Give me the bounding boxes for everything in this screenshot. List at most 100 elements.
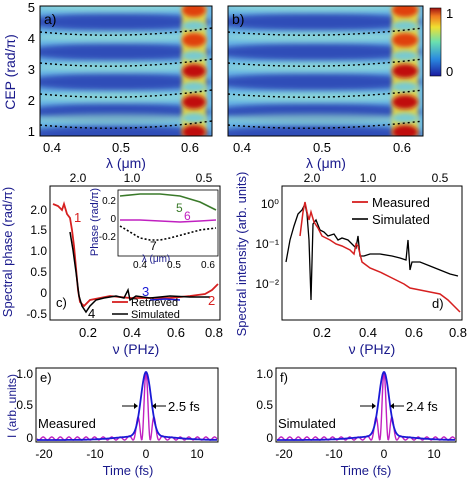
pulse-envelope-curve <box>37 370 217 441</box>
heatmap-peak <box>182 6 206 17</box>
phase-tick: 1.0 <box>30 244 47 258</box>
heatmap-peak <box>392 125 418 136</box>
pulse-envelope-curve <box>277 370 455 441</box>
heatmap-low-band <box>228 125 423 136</box>
inset-x-tick: 0.5 <box>167 260 181 271</box>
heatmap-trough <box>182 82 206 92</box>
inset-x-tick: 0.4 <box>133 260 147 271</box>
spectral-phase-axis-label: Spectral phase (rad/π) <box>0 187 15 317</box>
wavelength-tick: 0.5 <box>313 140 331 155</box>
panel-b-label: b) <box>232 11 244 27</box>
inset-label-7: 7 <box>150 239 157 253</box>
heatmap-trough <box>182 113 206 123</box>
time-axis-label: Time (fs) <box>341 463 392 478</box>
frequency-tick: 0.2 <box>313 325 331 340</box>
panel-d-top-ticks: 2.0 1.0 0.5 <box>304 171 449 185</box>
time-tick: 10 <box>190 447 204 461</box>
heatmap-low-band <box>40 13 212 31</box>
panel-a-x-label: λ (μm) <box>106 155 146 171</box>
heatmap-mid-band <box>40 114 204 124</box>
spectral-intensity-axis-label: Spectral intensity (arb. units) <box>234 172 249 337</box>
frequency-tick: 0.4 <box>123 325 141 340</box>
phase-tick: -0.5 <box>26 307 47 321</box>
inset-x-tick: 0.6 <box>201 260 215 271</box>
heatmap-low-band <box>228 43 423 61</box>
wavelength-tick: 0.6 <box>393 140 411 155</box>
phase-inset: Phase (rad/π) 0.2 0 -0.2 5 6 7 λ (μm) 0.… <box>89 188 219 271</box>
frequency-tick: 0.8 <box>205 325 223 340</box>
cep-axis-ticks: 5 4 3 2 1 <box>28 0 35 139</box>
heatmap-low-band <box>40 43 212 61</box>
wavelength-tick: 0.4 <box>43 140 61 155</box>
panel-f-label: f) <box>280 370 288 385</box>
inset-y-tick: 0 <box>110 214 116 225</box>
panel-e-caption: Measured <box>38 416 96 431</box>
heatmap-trough <box>392 113 418 123</box>
heatmap-mid-band <box>40 32 204 42</box>
panel-a-heatmap: a) <box>39 5 213 137</box>
heatmap-peak <box>392 64 418 78</box>
heatmap-peak <box>392 33 418 47</box>
heatmap-trough <box>182 51 206 61</box>
inset-y-label: Phase (rad/π) <box>89 188 101 256</box>
phase-tick: 1.5 <box>30 223 47 237</box>
heatmap-peak <box>182 125 206 136</box>
heatmap-mid-band <box>40 92 204 102</box>
simulated-phase-curve <box>69 231 210 314</box>
legend-simulated: Simulated <box>131 309 180 321</box>
legend-simulated: Simulated <box>372 212 430 227</box>
time-tick: -10 <box>86 447 104 461</box>
panel-a-x-ticks: 0.4 0.5 0.6 <box>43 140 199 155</box>
intensity-tick: 0 <box>26 431 33 445</box>
heatmap-trough <box>392 82 418 92</box>
intensity-tick: 10⁻² <box>255 277 279 291</box>
curve-label-1: 1 <box>74 210 81 225</box>
frequency-tick: 0.4 <box>359 325 377 340</box>
panel-f-caption: Simulated <box>278 416 336 431</box>
legend-retrieved: Retrieved <box>131 297 178 309</box>
panel-d-x-label: ν (PHz) <box>349 341 396 357</box>
cep-tick: 4 <box>28 31 35 46</box>
panel-c-y-ticks: 2.0 1.5 1.0 0.5 0 -0.5 <box>26 203 47 321</box>
phase-curve-3 <box>149 298 181 301</box>
wavelength-tick: 0.5 <box>112 140 130 155</box>
time-tick: -20 <box>35 447 53 461</box>
cep-dotted-line <box>40 58 212 67</box>
heatmap-low-band <box>40 125 212 136</box>
time-tick: 0 <box>381 447 388 461</box>
heatmap-mid-band <box>228 92 414 102</box>
heatmap-mid-band <box>228 62 414 72</box>
time-tick: 10 <box>427 447 441 461</box>
phase-tick: 2.0 <box>30 203 47 217</box>
fwhm-marker: 2.4 fs <box>360 399 438 414</box>
cep-tick: 3 <box>28 62 35 77</box>
wavelength-top-tick: 1.0 <box>360 171 377 185</box>
curve-label-2: 2 <box>208 293 215 308</box>
colorbar-tick-min: 0 <box>446 64 453 79</box>
wavelength-top-tick: 2.0 <box>70 171 87 185</box>
intensity-tick: 1.0 <box>256 367 273 381</box>
phase-tick: 0 <box>40 286 47 300</box>
measured-spectrum-curve <box>299 201 461 313</box>
panel-f: 1.0 0.5 0 f) Simulated 2.4 fs -20 -10 0 … <box>256 367 457 478</box>
heatmap-mid-band <box>40 6 204 12</box>
panel-a-label: a) <box>44 11 56 27</box>
time-tick: 0 <box>143 447 150 461</box>
panel-d-y-ticks: 10⁰ 10⁻¹ 10⁻² <box>255 197 279 291</box>
curve-label-3: 3 <box>142 284 149 299</box>
heatmap-low-band <box>40 73 212 91</box>
heatmap-peak <box>182 33 206 47</box>
heatmap-peak <box>182 95 206 109</box>
time-tick: -20 <box>275 447 293 461</box>
frequency-tick: 0.6 <box>167 325 185 340</box>
time-tick: -10 <box>325 447 343 461</box>
cep-tick: 1 <box>28 124 35 139</box>
heatmap-peak <box>392 6 418 17</box>
inset-x-label: λ (μm) <box>142 254 171 265</box>
inset-y-tick: -0.2 <box>99 232 117 243</box>
heatmap-low-band <box>228 13 423 31</box>
colorbar-tick-max: 1 <box>446 6 453 21</box>
cep-dotted-line <box>40 89 212 98</box>
panel-c-top-ticks: 2.0 1.0 0.5 <box>70 171 213 185</box>
